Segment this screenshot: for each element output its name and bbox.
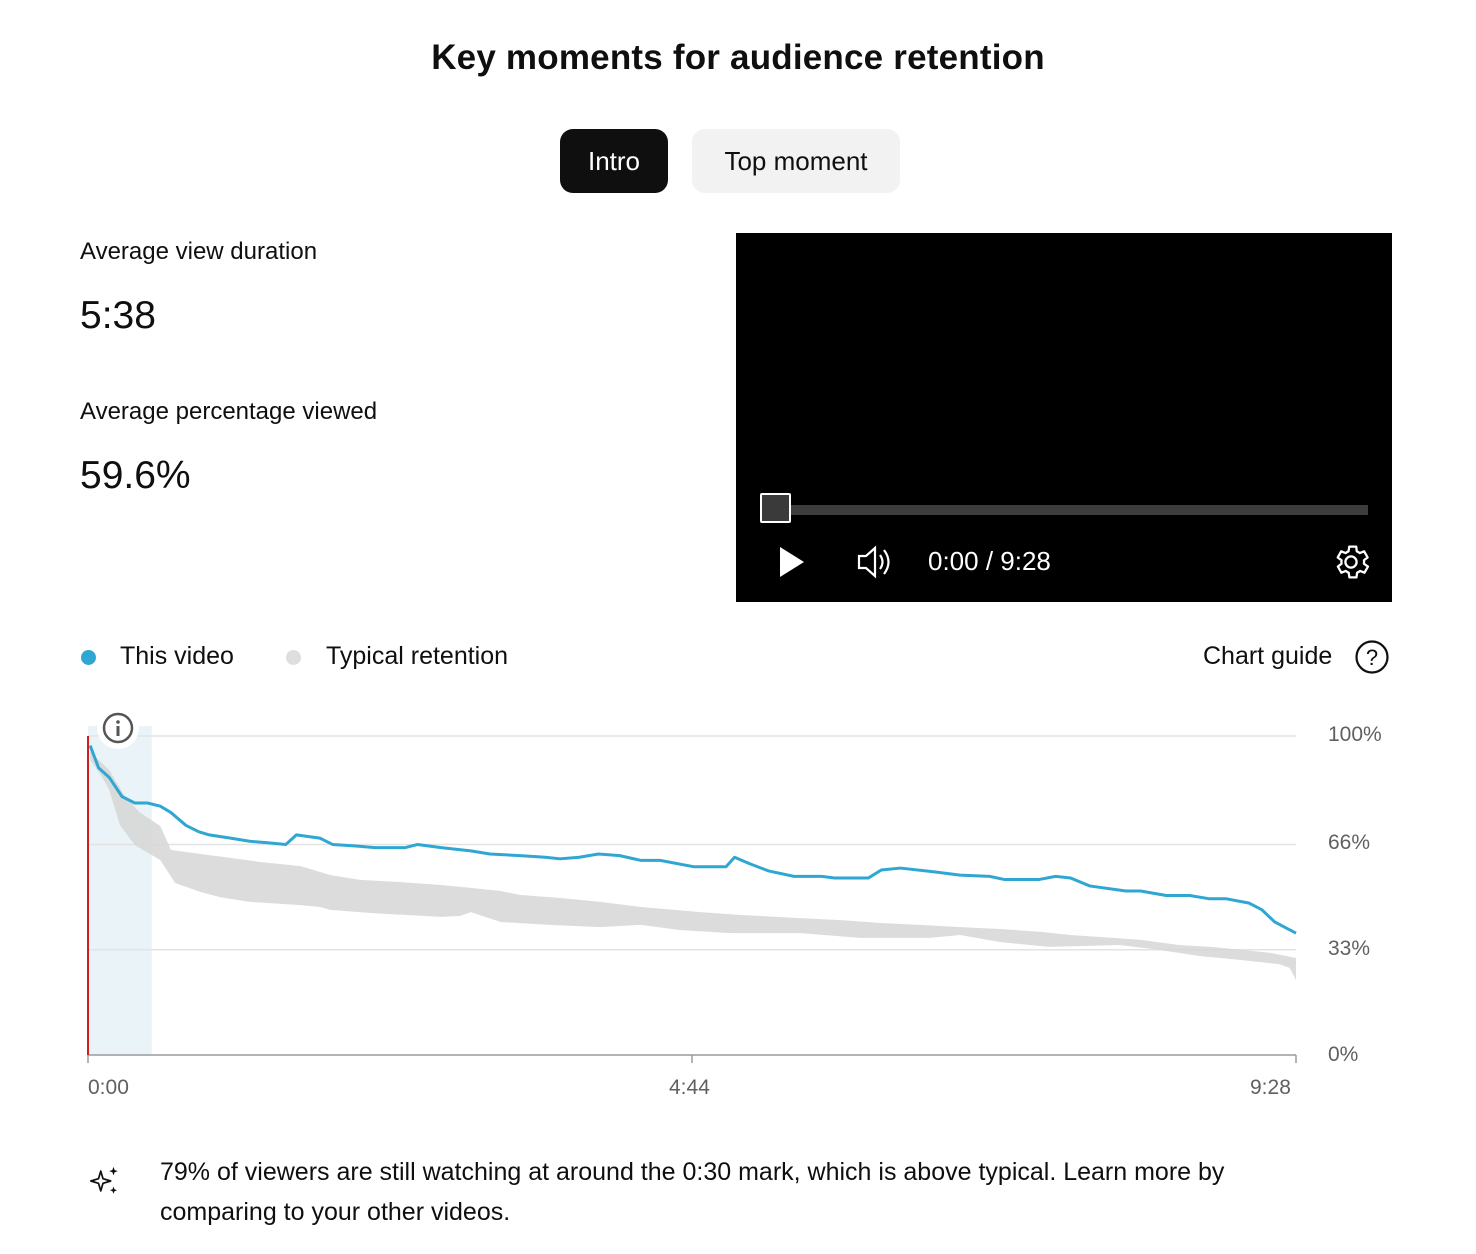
sparkle-icon <box>89 1166 118 1194</box>
info-icon-dot <box>116 720 120 724</box>
legend-dot-typical-retention <box>286 650 301 665</box>
avg-view-duration-value: 5:38 <box>80 294 156 337</box>
insight-text: 79% of viewers are still watching at aro… <box>160 1158 1225 1226</box>
legend-typical-retention[interactable]: Typical retention <box>326 642 509 670</box>
y-tick-label: 33% <box>1328 937 1371 960</box>
video-time-display: 0:00 / 9:28 <box>928 546 1051 576</box>
key-moment-highlight <box>88 726 152 1055</box>
y-tick-label: 0% <box>1328 1043 1359 1066</box>
info-icon <box>102 712 134 744</box>
x-tick-label: 0:00 <box>88 1076 129 1099</box>
x-tick-label: 4:44 <box>669 1076 710 1099</box>
play-icon[interactable] <box>776 543 808 581</box>
tab-intro[interactable]: Intro <box>560 129 668 193</box>
y-tick-label: 66% <box>1328 831 1371 854</box>
avg-percentage-viewed-value: 59.6% <box>80 454 191 497</box>
svg-text:?: ? <box>1366 645 1378 670</box>
tab-top-moment[interactable]: Top moment <box>692 129 900 193</box>
this-video-retention-line <box>88 745 1297 935</box>
x-tick-label: 9:28 <box>1250 1076 1291 1099</box>
help-question-icon[interactable]: ? <box>1354 639 1390 675</box>
volume-icon[interactable] <box>856 543 898 581</box>
legend-dot-this-video <box>81 650 96 665</box>
avg-view-duration-label: Average view duration <box>80 238 318 265</box>
y-tick-label: 100% <box>1328 723 1382 746</box>
page-title: Key moments for audience retention <box>431 38 1045 77</box>
progress-scrubber-handle[interactable] <box>760 493 791 523</box>
video-player[interactable]: 0:00 / 9:28 <box>736 233 1392 602</box>
settings-gear-icon[interactable] <box>1330 541 1372 583</box>
avg-percentage-viewed-label: Average percentage viewed <box>80 398 378 425</box>
video-progress-bar[interactable] <box>762 505 1368 515</box>
legend-this-video[interactable]: This video <box>120 642 234 670</box>
chart-guide-link[interactable]: Chart guide <box>1203 642 1333 670</box>
